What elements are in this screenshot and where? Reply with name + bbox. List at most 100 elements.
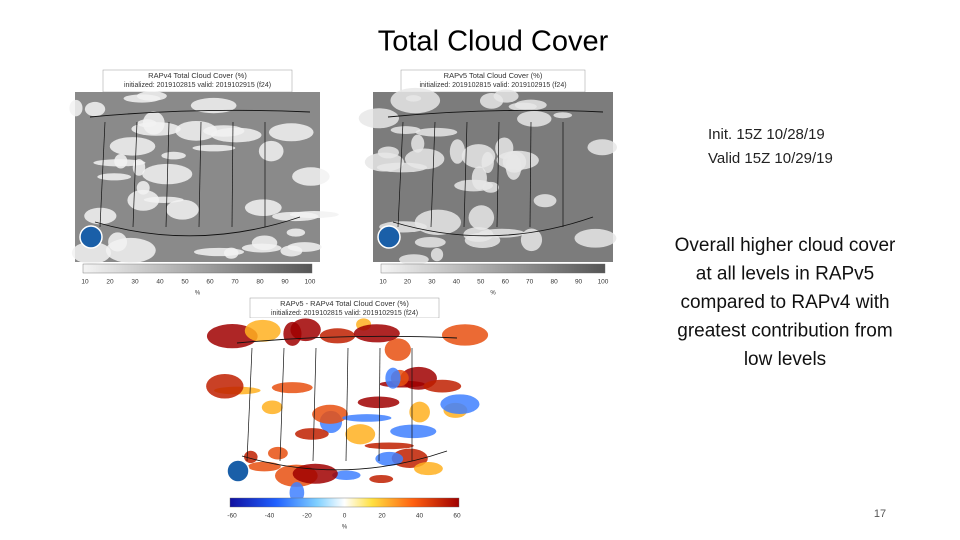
cloud-blob [261,400,283,415]
border-line [378,347,381,462]
summary-line: at all levels in RAPv5 [696,264,874,285]
colorbar-tick-label: 50 [181,279,189,286]
cloud-blob [319,328,356,344]
colorbar-tick-label: 40 [416,513,424,520]
cloud-blob [84,101,106,117]
cloud-blob [289,211,339,219]
panel-title: RAPv5 - RAPv4 Total Cloud Cover (%) [280,299,409,308]
border-line [231,121,234,228]
colorbar-tick-label: 70 [231,279,239,286]
cloud-blob [97,173,132,181]
cloud-blob [295,428,329,440]
cloud-blob [508,102,537,111]
colorbar-unit: % [342,525,348,531]
border-line [198,121,202,228]
info-line: Valid 15Z 10/29/19 [708,150,833,167]
colorbar-tick-label: 20 [404,279,412,286]
border-line [463,121,468,228]
colorbar-tick-label: 90 [281,279,289,286]
cloud-blob [161,151,186,160]
cloud-blob [244,319,281,342]
cloud-blob [385,367,401,389]
summary-line: Overall higher cloud cover [675,235,896,256]
colorbar-tick-label: 40 [453,279,461,286]
border-line [312,347,317,462]
colorbar-tick-label: 70 [526,279,534,286]
cloud-blob [312,404,348,424]
colorbar-unit: % [490,291,496,297]
cloud-blob [271,382,313,394]
cloud-blob [553,112,573,119]
cloud-blob [283,321,302,346]
cloud-blob [369,474,394,484]
cloud-blob [479,228,525,238]
cloud-blob [533,194,557,208]
summary-line: low levels [744,349,826,370]
map-panel: RAPv5 Total Cloud Cover (%) initialized: … [358,69,618,297]
cloud-blob [268,446,288,460]
summary-line: greatest contribution from [677,321,892,342]
cloud-blob [441,324,489,346]
colorbar-tick-label: 60 [206,279,214,286]
cloud-blob [479,92,504,109]
cloud-blob [505,154,522,180]
cloud-blob [398,254,429,265]
border-line [246,347,253,462]
panel-subtitle: initialized: 2019102815 valid: 201910291… [419,82,566,89]
cloud-blob [517,110,552,127]
panel-title: RAPv4 Total Cloud Cover (%) [148,71,247,80]
border-line [279,347,285,462]
panels: RAPv4 Total Cloud Cover (%) initialized: … [69,69,618,531]
cloud-blob [414,462,443,476]
colorbar-tick-label: 80 [550,279,558,286]
map-panel: RAPv4 Total Cloud Cover (%) initialized: … [69,69,339,297]
colorbar-tick-label: 50 [477,279,485,286]
summary: Overall higher cloud cover at all levels … [675,235,896,370]
colorbar-unit: % [195,291,201,297]
border-line [397,121,404,228]
border-line [345,347,349,462]
cloud-blob [409,401,430,423]
cloud-blob [377,146,399,159]
panel-title: RAPv5 Total Cloud Cover (%) [444,71,543,80]
colorbar-tick-label: 100 [598,279,609,286]
cloud-blob [411,134,425,153]
slide-title: Total Cloud Cover [378,26,609,58]
cloud-blob [574,228,617,248]
cloud-blob [292,167,330,186]
cloud-blob [123,94,161,103]
cloud-blob [258,140,284,162]
info-line: Init. 15Z 10/28/19 [708,126,825,143]
cloud-blob [109,137,156,156]
cloud-blob [430,247,444,262]
colorbar-tick-label: 90 [575,279,583,286]
colorbar-tick-label: 30 [428,279,436,286]
cloud-blob [415,127,458,137]
noaa-logo [226,459,250,483]
colorbar-tick-label: 80 [256,279,264,286]
cloud-blob [414,209,462,236]
cloud-blob [93,159,146,167]
cloud-blob [280,245,303,257]
cloud-blob [520,228,543,252]
cloud-blob [357,396,400,409]
border-line [496,121,500,228]
cloud-blob [342,414,392,422]
noaa-logo [79,225,103,249]
colorbar [229,497,460,508]
panel-subtitle: initialized: 2019102815 valid: 201910291… [271,310,418,317]
cloud-blob [206,373,244,399]
colorbar [380,263,606,274]
border-line [99,121,106,228]
cloud-blob [127,189,160,211]
cloud-blob [286,228,306,237]
cloud-blob [358,108,399,129]
cloud-blob [192,144,236,152]
cloud-blob [390,424,437,439]
cloud-blob [461,144,496,169]
coast-line [236,335,458,471]
colorbar [82,263,313,274]
cloud-blob [364,442,414,450]
cloud-blob [384,338,411,361]
